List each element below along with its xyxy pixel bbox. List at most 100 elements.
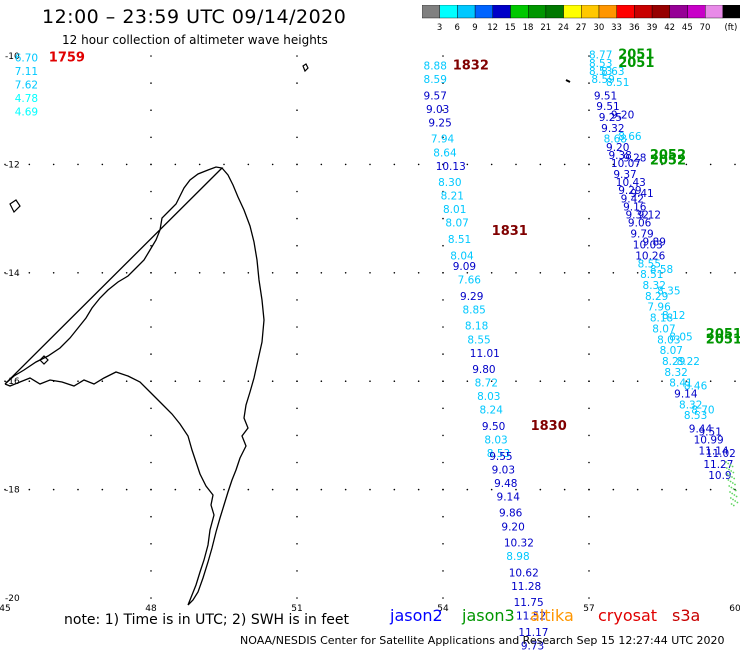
grid-dot [515, 272, 517, 274]
grid-dot [28, 380, 31, 383]
grid-dot [271, 488, 274, 491]
wave-height-label: 9.29 [460, 291, 483, 303]
wave-height-label: 7.96 [647, 302, 671, 314]
grid-dot [442, 488, 444, 491]
grid-dot [150, 217, 152, 220]
track-tail-dot [730, 486, 733, 489]
wave-height-label: 8.55 [638, 258, 661, 270]
grid-dot [296, 380, 298, 383]
grid-dot [296, 299, 298, 301]
colorbar-swatch [581, 5, 600, 19]
grid-dot [563, 163, 566, 166]
grid-dot [442, 353, 444, 355]
wave-height-label: 8.51 [448, 234, 471, 246]
grid-dot [150, 190, 152, 193]
track-tail-dot [731, 465, 734, 468]
grid-dot [588, 488, 590, 491]
legend-s3a: s3a [672, 606, 701, 625]
grid-dot [588, 136, 590, 139]
grid-dot [174, 380, 177, 383]
grid-dot [466, 163, 469, 166]
grid-dot [588, 244, 590, 247]
grid-dot [125, 272, 128, 274]
colorbar-swatch [474, 5, 493, 19]
colorbar-level-label: 33 [611, 23, 622, 33]
wave-height-label: 8.85 [462, 304, 485, 316]
grid-dot [442, 407, 444, 410]
grid-dot [150, 163, 152, 166]
colorbar-swatch [616, 5, 635, 19]
grid-dot [393, 272, 396, 274]
grid-dot [150, 488, 152, 491]
wave-height-label: 9.14 [497, 491, 521, 503]
wave-height-label: 9.25 [599, 112, 622, 124]
grid-dot [661, 272, 663, 274]
grid-dot [4, 380, 6, 383]
grid-dot [490, 380, 493, 383]
lon-tick-label: 51 [291, 604, 302, 614]
pass-time-label: 1831 [492, 224, 528, 239]
wave-height-label: 8.59 [591, 74, 614, 86]
grid-dot [296, 597, 298, 599]
grid-dot [442, 597, 444, 599]
colorbar-swatch [545, 5, 564, 19]
lat-tick-label: -10 [5, 52, 20, 62]
wave-height-label: 10.03 [633, 239, 663, 251]
colorbar-level-label: 6 [455, 23, 460, 33]
legend-altika: altika [530, 606, 574, 625]
legend-jason2: jason2 [390, 606, 443, 625]
grid-dot [223, 163, 225, 166]
grid-dot [734, 380, 736, 383]
wave-height-label: 8.18 [465, 321, 488, 333]
grid-dots [4, 55, 736, 599]
track-tail-dot [732, 488, 735, 490]
grid-dot [442, 163, 444, 166]
colorbar-level-label: 15 [505, 23, 516, 33]
grid-dot [442, 380, 444, 383]
grid-dot [563, 488, 566, 491]
track-s3a: 8.888.599.579.039.257.948.6410.138.308.2… [424, 61, 549, 650]
wave-height-label: 8.51 [640, 269, 663, 281]
grid-dot [734, 272, 736, 274]
wave-height-label: 9.29 [618, 185, 641, 197]
grid-dot [636, 380, 639, 383]
grid-dot [28, 163, 31, 166]
grid-dot [150, 380, 152, 383]
jason3-track-tail [725, 461, 739, 507]
grid-dot [442, 326, 444, 328]
lat-tick-label: -12 [5, 160, 20, 170]
wave-height-label: 9.86 [499, 508, 523, 520]
grid-dot [685, 163, 688, 166]
grid-dot [150, 136, 152, 139]
grid-dot [271, 272, 274, 274]
grid-dot [612, 488, 615, 491]
wave-height-label: 11.17 [518, 627, 548, 639]
footer-note: note: 1) Time is in UTC; 2) SWH is in fe… [64, 612, 350, 628]
grid-dot [101, 380, 104, 383]
grid-dot [661, 488, 663, 491]
track-tail-dot [730, 470, 733, 472]
page-title: 12:00 – 23:59 UTC 09/14/2020 [42, 6, 347, 28]
colorbar-swatch [457, 5, 476, 19]
track-tail-dot [729, 497, 732, 499]
wave-height-label: 9.73 [521, 640, 544, 650]
colorbar-swatch [422, 5, 440, 19]
wave-height-label: 9.89 [643, 237, 666, 249]
grid-dot [442, 515, 444, 518]
grid-dot [588, 272, 590, 274]
nosy-be-islet [302, 63, 309, 73]
grid-dot [588, 82, 590, 84]
grid-dot [442, 190, 444, 193]
grid-dot [150, 244, 152, 247]
lat-tick-label: -18 [5, 486, 20, 496]
grid-dot [539, 380, 542, 383]
colorbar-swatch [510, 5, 529, 19]
colorbar-level-label: 18 [523, 23, 534, 33]
grid-dot [77, 488, 79, 491]
wave-height-label: 8.29 [645, 291, 668, 303]
grid-dot [369, 380, 371, 383]
wave-height-label: 9.20 [501, 521, 524, 533]
grid-dot [296, 136, 298, 139]
tromelin-islet [565, 79, 571, 83]
